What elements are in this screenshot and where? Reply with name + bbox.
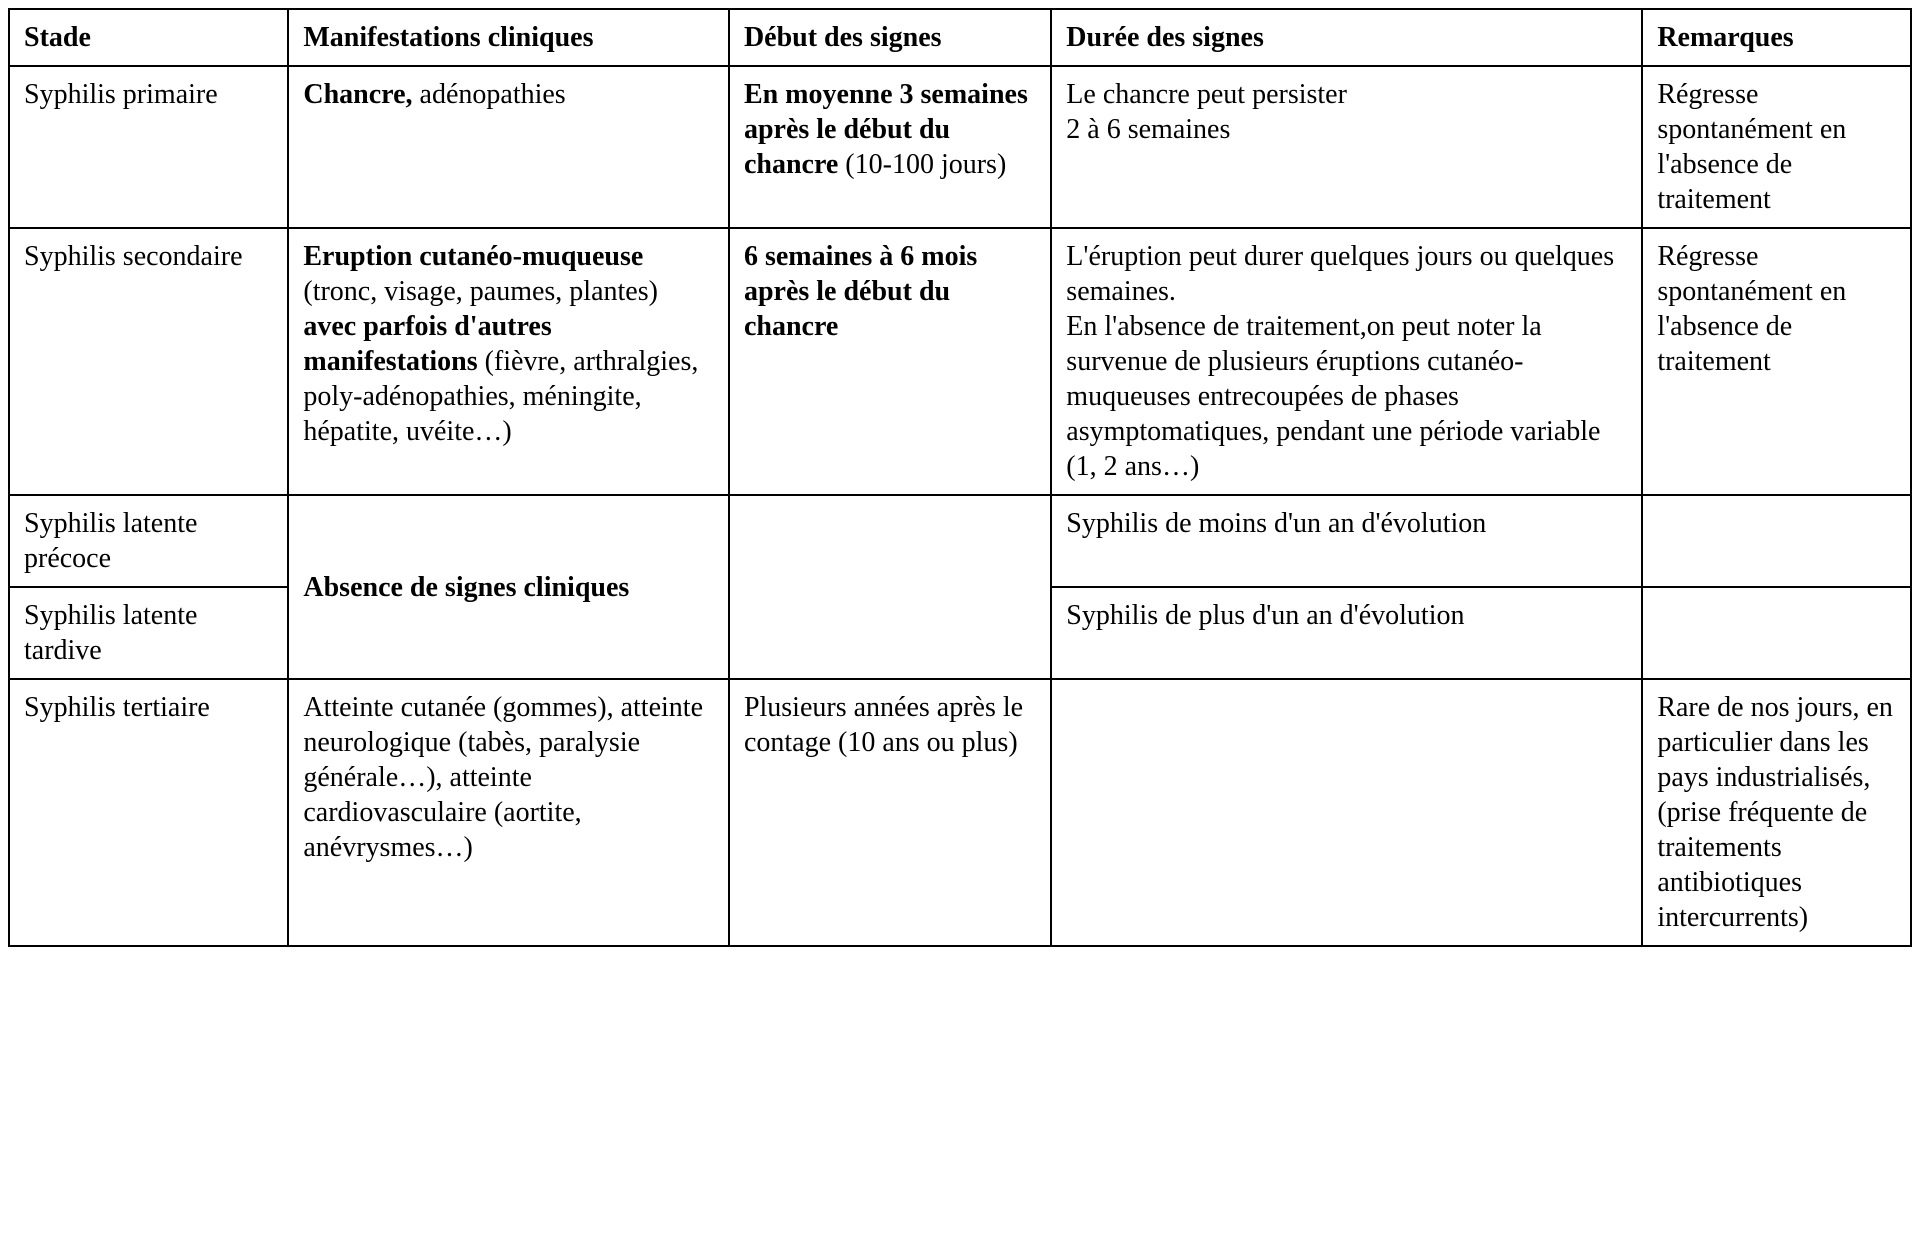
col-duree: Durée des signes	[1051, 9, 1642, 66]
cell-remarques: Régresse spontanément en l'absence de tr…	[1642, 228, 1911, 495]
text-bold: Chancre,	[303, 79, 412, 110]
table-row: Syphilis primaire Chancre, adénopathies …	[9, 66, 1911, 228]
cell-manifestations: Eruption cutanéo-muqueuse (tronc, visage…	[288, 228, 729, 495]
cell-duree: Le chancre peut persister 2 à 6 semaines	[1051, 66, 1642, 228]
text: 2 à 6 semaines	[1066, 114, 1230, 145]
cell-manifestations: Chancre, adénopathies	[288, 66, 729, 228]
col-stade: Stade	[9, 9, 288, 66]
cell-stade: Syphilis tertiaire	[9, 679, 288, 946]
text-bold: Absence de signes cliniques	[303, 572, 629, 603]
col-manifestations: Manifestations cliniques	[288, 9, 729, 66]
text: En l'absence de traitement,on peut noter…	[1066, 311, 1600, 482]
col-remarques: Remarques	[1642, 9, 1911, 66]
cell-stade: Syphilis latente précoce	[9, 495, 288, 587]
text: Le chancre peut persister	[1066, 79, 1347, 110]
cell-debut: 6 semaines à 6 mois après le début du ch…	[729, 228, 1051, 495]
cell-remarques: Rare de nos jours, en particulier dans l…	[1642, 679, 1911, 946]
text: (10-100 jours)	[838, 149, 1006, 180]
cell-duree: L'éruption peut durer quelques jours ou …	[1051, 228, 1642, 495]
text: L'éruption peut durer quelques jours ou …	[1066, 241, 1614, 307]
text: adénopathies	[413, 79, 566, 110]
cell-stade: Syphilis primaire	[9, 66, 288, 228]
cell-stade: Syphilis secondaire	[9, 228, 288, 495]
table-header-row: Stade Manifestations cliniques Début des…	[9, 9, 1911, 66]
table-row: Syphilis secondaire Eruption cutanéo-muq…	[9, 228, 1911, 495]
text: (tronc, visage, paumes, plantes)	[303, 276, 658, 307]
cell-stade: Syphilis latente tardive	[9, 587, 288, 679]
cell-duree: Syphilis de moins d'un an d'évolution	[1051, 495, 1642, 587]
cell-debut-merged	[729, 495, 1051, 679]
cell-manifestations-merged: Absence de signes cliniques	[288, 495, 729, 679]
syphilis-stages-table: Stade Manifestations cliniques Début des…	[8, 8, 1912, 947]
cell-duree	[1051, 679, 1642, 946]
cell-duree: Syphilis de plus d'un an d'évolution	[1051, 587, 1642, 679]
col-debut: Début des signes	[729, 9, 1051, 66]
text-bold: Eruption cutanéo-muqueuse	[303, 241, 643, 272]
table-row: Syphilis tertiaire Atteinte cutanée (gom…	[9, 679, 1911, 946]
text-bold: 6 semaines à 6 mois après le début du ch…	[744, 241, 977, 342]
cell-debut: Plusieurs années après le contage (10 an…	[729, 679, 1051, 946]
cell-remarques	[1642, 495, 1911, 587]
cell-manifestations: Atteinte cutanée (gommes), atteinte neur…	[288, 679, 729, 946]
cell-debut: En moyenne 3 semaines après le début du …	[729, 66, 1051, 228]
cell-remarques	[1642, 587, 1911, 679]
cell-remarques: Régresse spontanément en l'absence de tr…	[1642, 66, 1911, 228]
table-row: Syphilis latente précoce Absence de sign…	[9, 495, 1911, 587]
